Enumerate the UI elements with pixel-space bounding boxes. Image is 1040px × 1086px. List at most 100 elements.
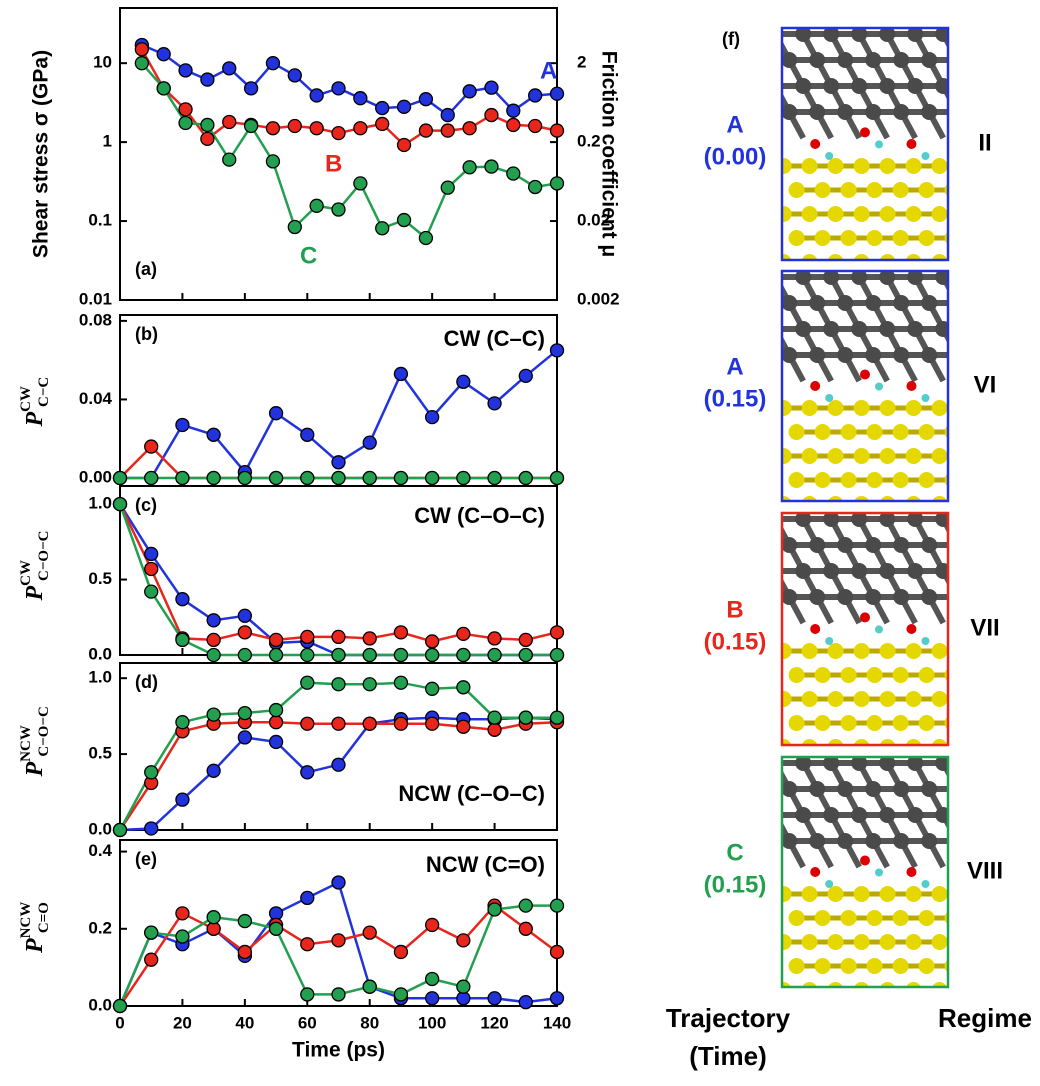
atom-silicon: [854, 400, 870, 416]
panel-label: (d): [135, 672, 158, 692]
atom-silicon: [919, 715, 935, 731]
data-point: [135, 43, 148, 56]
atom-hydrogen: [875, 869, 883, 877]
time-label: (0.15): [704, 628, 767, 655]
atom-carbon: [893, 52, 909, 68]
atom-carbon: [837, 589, 853, 605]
y2-axis-label: Friction coefficient μ: [597, 51, 620, 258]
atom-carbon: [921, 52, 937, 68]
atom-carbon: [893, 833, 909, 849]
panel-title: CW (C–O–C): [414, 503, 545, 528]
y-label-symbol: P: [22, 412, 48, 428]
data-point: [426, 918, 439, 931]
atom-carbon: [781, 295, 797, 311]
y-axis-label: PNCWC=O: [18, 902, 52, 954]
y-label-sub: C−O−C: [36, 531, 52, 581]
footer-time: (Time): [689, 1041, 767, 1071]
data-point: [551, 626, 564, 639]
atom-oxygen: [810, 624, 820, 634]
atom-silicon: [919, 472, 935, 488]
atom-silicon: [815, 958, 831, 974]
atom-silicon: [893, 182, 909, 198]
data-point: [457, 934, 470, 947]
atom-carbon: [949, 295, 965, 311]
data-point: [301, 428, 314, 441]
data-point: [207, 614, 220, 627]
atom-silicon: [789, 910, 805, 926]
data-point: [551, 472, 564, 485]
series-annotation: C: [300, 242, 317, 269]
atom-silicon: [776, 206, 792, 222]
data-point: [114, 824, 127, 837]
figure: 0.010.11100.0020.020.22Friction coeffici…: [0, 0, 1040, 1081]
atom-carbon: [781, 104, 797, 120]
time-label: (0.15): [704, 385, 767, 412]
atom-silicon: [932, 496, 948, 512]
y-tick-label: 0.5: [88, 744, 112, 763]
data-point: [332, 758, 345, 771]
data-point: [238, 945, 251, 958]
atom-carbon: [795, 78, 811, 94]
atom-carbon: [809, 295, 825, 311]
atom-silicon: [919, 424, 935, 440]
data-point: [488, 472, 501, 485]
atom-hydrogen: [921, 880, 929, 888]
data-point: [145, 585, 158, 598]
data-point: [301, 472, 314, 485]
atom-hydrogen: [921, 152, 929, 160]
atom-silicon: [893, 230, 909, 246]
atom-carbon: [823, 563, 839, 579]
y-label-sub: C−C: [36, 377, 52, 407]
data-point: [398, 138, 411, 151]
data-point: [363, 436, 376, 449]
data-point: [288, 120, 301, 133]
atom-carbon: [781, 52, 797, 68]
atom-silicon: [906, 206, 922, 222]
atom-silicon: [828, 886, 844, 902]
atom-carbon: [949, 347, 965, 363]
atom-silicon: [906, 496, 922, 512]
data-point: [238, 915, 251, 928]
data-point: [394, 945, 407, 958]
atom-carbon: [851, 78, 867, 94]
x-tick-label: 140: [543, 1013, 571, 1032]
regime-label: II: [978, 129, 991, 156]
y-label-sub: C−O−C: [36, 706, 52, 756]
atom-carbon: [809, 589, 825, 605]
data-point: [207, 708, 220, 721]
atom-silicon: [932, 400, 948, 416]
atom-carbon: [823, 78, 839, 94]
atom-oxygen: [906, 867, 916, 877]
atom-carbon: [781, 347, 797, 363]
y-tick-label: 0.0: [88, 995, 112, 1014]
atom-silicon: [932, 158, 948, 174]
atom-silicon: [880, 254, 896, 270]
data-point: [363, 980, 376, 993]
atom-carbon: [893, 347, 909, 363]
atom-silicon: [776, 400, 792, 416]
atom-silicon: [789, 715, 805, 731]
atom-carbon: [837, 52, 853, 68]
data-point: [332, 934, 345, 947]
atom-silicon: [776, 982, 792, 998]
data-point: [419, 124, 432, 137]
data-point: [332, 456, 345, 469]
atom-silicon: [802, 254, 818, 270]
x-tick-label: 40: [235, 1013, 254, 1032]
atom-carbon: [865, 52, 881, 68]
data-point: [519, 899, 532, 912]
data-point: [507, 104, 520, 117]
atom-carbon: [949, 52, 965, 68]
data-point: [135, 57, 148, 70]
atom-silicon: [828, 934, 844, 950]
atom-oxygen: [860, 856, 870, 866]
series-line: [120, 722, 557, 830]
footer-regime: Regime: [938, 1003, 1032, 1033]
y-label-symbol: P: [22, 586, 48, 602]
atom-carbon: [893, 104, 909, 120]
atom-silicon: [854, 982, 870, 998]
atom-silicon: [932, 982, 948, 998]
atom-silicon: [828, 691, 844, 707]
data-point: [266, 122, 279, 135]
data-point: [354, 122, 367, 135]
